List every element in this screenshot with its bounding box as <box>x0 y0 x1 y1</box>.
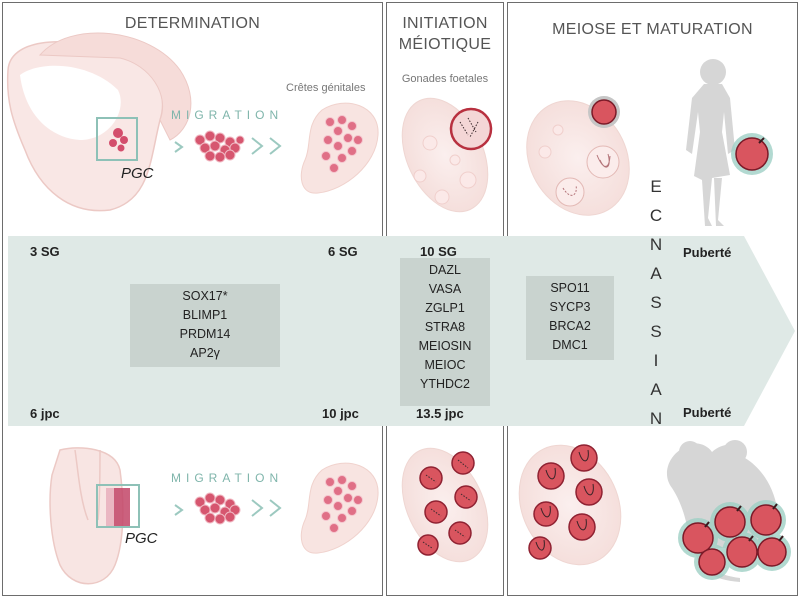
gene-label: AP2γ <box>190 346 220 360</box>
gene-box-initiation: DAZL VASA ZGLP1 STRA8 MEIOSIN MEIOC YTHD… <box>400 258 490 406</box>
label-10-jpc: 10 jpc <box>322 406 359 421</box>
naissance-letter: A <box>650 380 662 399</box>
title-determination: DETERMINATION <box>124 15 261 32</box>
naissance-letter: S <box>650 322 662 341</box>
naissance-letter: I <box>653 351 659 370</box>
naissance-letter: N <box>649 235 663 254</box>
label-puberte-top: Puberté <box>683 245 732 260</box>
label-cretes-genitales: Crêtes génitales <box>286 82 366 94</box>
label-migration-bottom: MIGRATION <box>171 471 284 485</box>
naissance-letter: E <box>650 177 662 196</box>
gene-box-meiose: SPO11 SYCP3 BRCA2 DMC1 <box>526 276 614 360</box>
naissance-letter: S <box>650 293 662 312</box>
label-13-5-jpc: 13.5 jpc <box>416 406 464 421</box>
label-3-sg: 3 SG <box>30 244 60 259</box>
subtitle-gonades-foetales: Gonades foetales <box>401 73 489 85</box>
gene-label: SYCP3 <box>549 300 591 314</box>
title-initiation-line1: INITIATION <box>402 15 488 32</box>
title-initiation-line2: MÉIOTIQUE <box>398 36 492 53</box>
label-migration-top: MIGRATION <box>171 108 284 122</box>
gene-label: DAZL <box>429 263 461 277</box>
gene-label: BRCA2 <box>549 319 591 333</box>
naissance-letter: A <box>650 264 662 283</box>
gene-label: VASA <box>428 282 462 296</box>
naissance-letter: C <box>649 206 663 225</box>
gene-label: BLIMP1 <box>182 308 228 322</box>
gene-label: MEIOC <box>424 358 466 372</box>
label-pgc-bottom: PGC <box>125 530 158 547</box>
label-naissance: E C N A S S I A N <box>646 172 666 433</box>
label-puberte-bottom: Puberté <box>683 405 732 420</box>
naissance-letter: N <box>649 409 663 428</box>
label-6-sg: 6 SG <box>328 244 358 259</box>
gene-label: PRDM14 <box>179 327 231 341</box>
gene-label: SOX17* <box>182 289 228 303</box>
gene-box-determination: SOX17* BLIMP1 PRDM14 AP2γ <box>130 284 280 367</box>
gene-label: MEIOSIN <box>418 339 472 353</box>
title-meiose: MEIOSE ET MATURATION <box>552 21 753 38</box>
gene-label: DMC1 <box>552 338 588 352</box>
label-6-jpc: 6 jpc <box>30 406 60 421</box>
gene-label: ZGLP1 <box>425 301 465 315</box>
label-pgc-top: PGC <box>121 165 154 182</box>
gene-label: SPO11 <box>550 281 590 295</box>
label-10-sg: 10 SG <box>420 244 457 259</box>
gene-label: STRA8 <box>424 320 466 334</box>
gene-label: YTHDC2 <box>419 377 470 391</box>
